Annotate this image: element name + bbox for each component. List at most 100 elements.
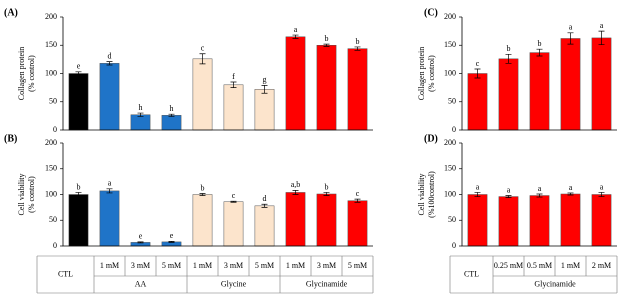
table-cell: 1 mM: [561, 261, 580, 270]
significance-letter: b: [325, 182, 329, 191]
y-tick-label: 150: [444, 164, 456, 173]
bar: [560, 193, 581, 247]
y-axis-label: Collagen protein: [417, 47, 426, 101]
significance-letter: a: [600, 182, 604, 191]
y-tick-label: 50: [49, 97, 57, 106]
error-bar: [536, 193, 543, 198]
significance-letter: c: [476, 59, 480, 68]
error-bar: [137, 241, 144, 244]
error-bar: [199, 53, 206, 65]
significance-letter: c: [201, 44, 205, 53]
bar: [347, 48, 368, 131]
y-axis-label: (% control): [27, 176, 36, 213]
y-tick-label: 50: [448, 97, 456, 106]
significance-letter: f: [232, 72, 235, 81]
error-bar: [168, 241, 175, 243]
bar: [99, 190, 120, 247]
bar: [529, 195, 550, 247]
y-tick-label: 50: [49, 215, 57, 224]
significance-letter: b: [356, 37, 360, 46]
bar: [192, 194, 213, 247]
bar: [498, 58, 519, 131]
y-tick-label: 200: [444, 12, 456, 21]
error-bar: [567, 192, 574, 196]
bar: [560, 38, 581, 131]
bar: [223, 84, 244, 131]
error-bar: [598, 192, 605, 197]
significance-letter: d: [263, 194, 267, 203]
error-bar: [505, 195, 512, 198]
table-cell: 0.5 mM: [527, 261, 552, 270]
significance-letter: a,b: [291, 180, 301, 189]
bar: [192, 58, 213, 131]
table-cell: CTL: [464, 269, 479, 278]
bar: [591, 194, 612, 247]
bar: [316, 45, 337, 131]
error-bar: [536, 48, 543, 57]
panel-label: (B): [4, 133, 17, 144]
significance-letter: g: [263, 75, 267, 84]
bar: [68, 194, 89, 247]
y-tick-label: 50: [448, 215, 456, 224]
table-cell: 5 mM: [255, 261, 274, 270]
error-bar: [323, 192, 330, 196]
bar: [347, 200, 368, 247]
error-bar: [292, 34, 299, 39]
bar: [498, 196, 519, 247]
error-bar: [323, 43, 330, 47]
significance-letter: b: [201, 183, 205, 192]
y-tick-label: 0: [452, 241, 456, 250]
table-cell: 3 mM: [317, 261, 336, 270]
error-bar: [354, 198, 361, 203]
significance-letter: e: [77, 62, 81, 71]
table-cell: 5 mM: [162, 261, 181, 270]
significance-letter: b: [507, 44, 511, 53]
bar: [467, 194, 488, 247]
y-tick-label: 150: [45, 40, 57, 49]
y-axis-label: Collagen protein: [17, 47, 26, 101]
error-bar: [474, 68, 481, 79]
table-cell: CTL: [58, 269, 73, 278]
y-tick-label: 200: [45, 12, 57, 21]
y-axis-label: (% control): [427, 55, 436, 92]
y-tick-label: 100: [45, 189, 57, 198]
y-tick-label: 0: [53, 241, 57, 250]
table-cell: 5 mM: [348, 261, 367, 270]
error-bar: [598, 30, 605, 46]
error-bar: [168, 113, 175, 117]
y-axis-label: (% control): [27, 55, 36, 92]
error-bar: [292, 190, 299, 195]
y-axis-label: Cell viability: [417, 174, 426, 216]
table-group: Glycine: [221, 279, 247, 288]
significance-letter: c: [356, 189, 360, 198]
y-tick-label: 100: [444, 68, 456, 77]
y-axis-label: Cell viability: [17, 174, 26, 216]
table-group: Glycinamide: [306, 279, 348, 288]
error-bar: [230, 200, 237, 203]
bar: [529, 52, 550, 131]
panel-label: (A): [4, 7, 18, 18]
error-bar: [75, 71, 82, 76]
significance-letter: b: [77, 182, 81, 191]
error-bar: [137, 112, 144, 117]
y-tick-label: 150: [45, 164, 57, 173]
bar: [254, 89, 275, 131]
panel-label: (C): [424, 7, 438, 18]
significance-letter: h: [139, 103, 143, 112]
table-cell: 3 mM: [224, 261, 243, 270]
axes: [62, 143, 373, 247]
error-bar: [505, 53, 512, 64]
error-bar: [354, 46, 361, 51]
bar: [223, 201, 244, 247]
axes: [461, 17, 617, 131]
significance-letter: e: [170, 231, 174, 240]
y-tick-label: 200: [444, 138, 456, 147]
error-bar: [106, 188, 113, 194]
bar: [285, 192, 306, 247]
y-tick-label: 0: [452, 125, 456, 134]
y-tick-label: 100: [45, 68, 57, 77]
significance-letter: a: [476, 182, 480, 191]
significance-letter: a: [600, 21, 604, 30]
error-bar: [106, 61, 113, 66]
